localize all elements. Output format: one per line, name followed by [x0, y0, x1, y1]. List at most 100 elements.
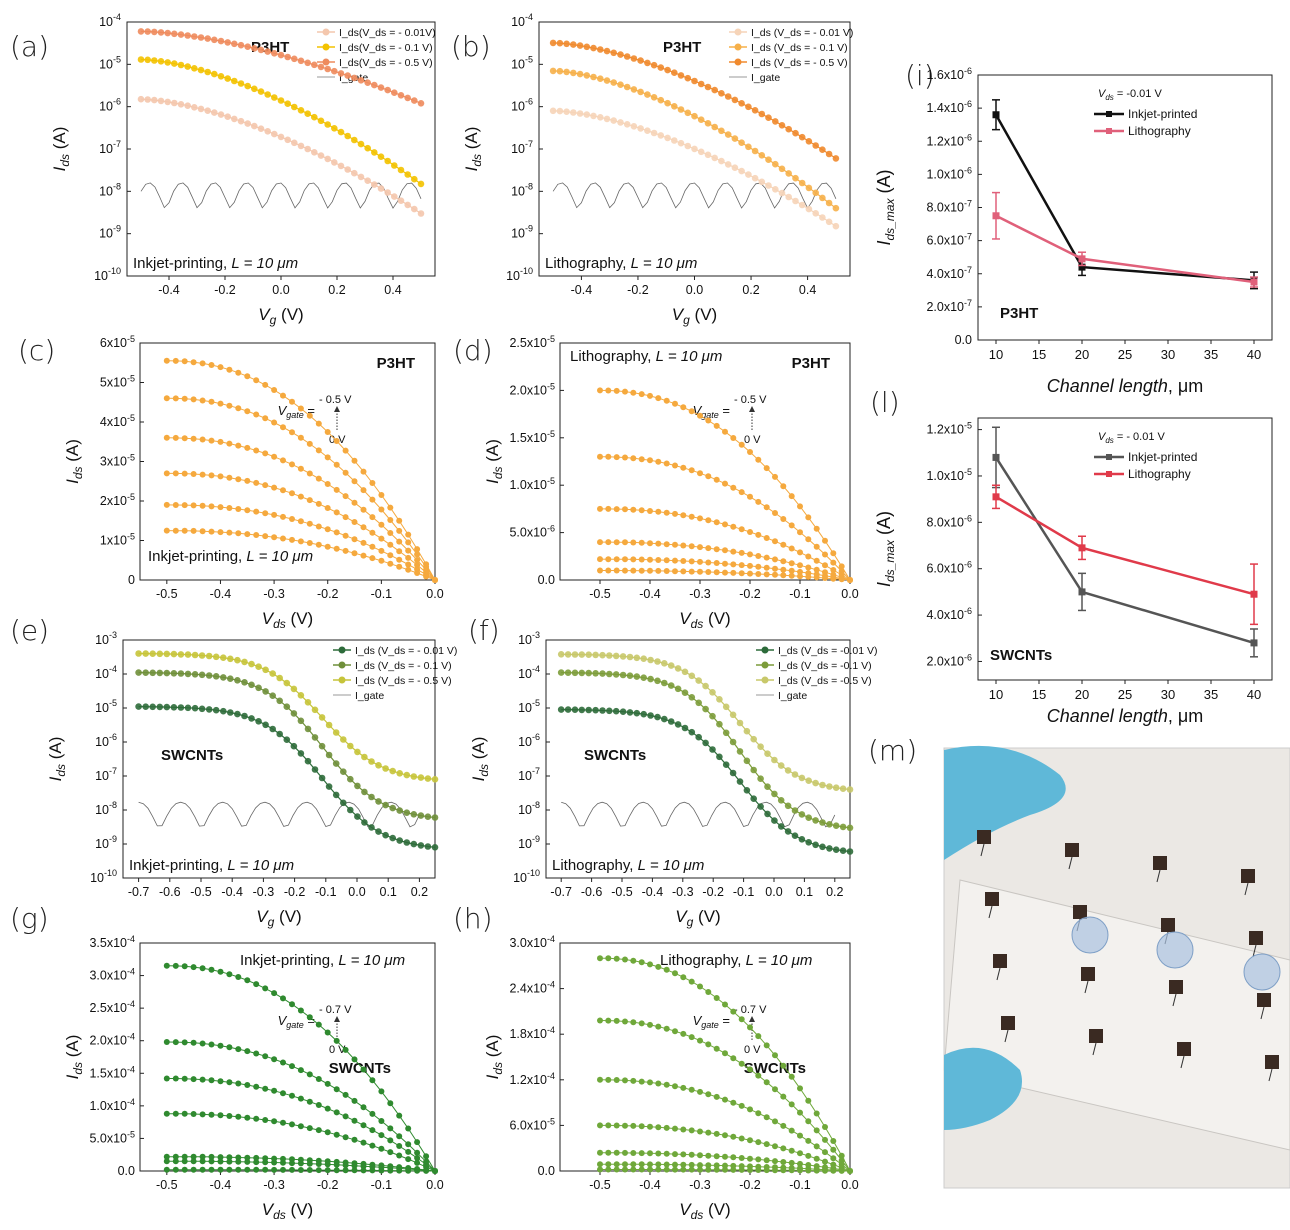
data-point — [672, 462, 678, 469]
data-point — [208, 1077, 215, 1084]
data-point — [324, 155, 332, 163]
data-point — [391, 89, 398, 96]
data-point — [822, 575, 828, 581]
x-tick-label: -0.3 — [263, 587, 285, 601]
data-point — [633, 654, 641, 662]
data-point — [697, 983, 703, 990]
data-point — [755, 456, 762, 463]
x-tick-label: -0.3 — [253, 885, 275, 899]
data-point — [805, 1118, 812, 1125]
data-point — [780, 566, 787, 573]
data-point — [813, 557, 820, 564]
data-point — [199, 360, 206, 367]
data-point — [417, 210, 425, 217]
data-point — [590, 73, 597, 81]
data-point — [199, 1153, 206, 1160]
y-axis-label: Ids (A) — [462, 127, 484, 172]
data-point — [149, 703, 156, 711]
data-point — [597, 505, 603, 512]
data-point — [805, 138, 813, 145]
material-label: SWCNTs — [161, 747, 223, 764]
legend-marker — [734, 43, 742, 51]
data-point — [253, 1050, 260, 1057]
data-point — [177, 61, 185, 69]
data-point — [291, 139, 298, 147]
gate-top-label: - 0.7 V — [319, 1004, 352, 1016]
data-point — [788, 1101, 795, 1108]
data-point — [306, 520, 313, 527]
data-point — [414, 1159, 421, 1166]
x-tick-label: -0.4 — [210, 587, 232, 601]
data-point — [211, 109, 218, 116]
data-point — [772, 186, 779, 193]
legend-marker — [1106, 128, 1112, 134]
data-point — [613, 1017, 620, 1024]
data-point — [244, 1158, 251, 1165]
legend-entry: Inkjet-printed — [1128, 107, 1197, 121]
data-point — [204, 68, 211, 76]
data-point — [297, 717, 305, 725]
data-point — [750, 735, 757, 743]
data-point — [396, 1167, 403, 1174]
data-point — [655, 567, 662, 574]
y-tick-label: 1.5x10-5 — [509, 429, 555, 445]
data-point — [396, 556, 403, 563]
data-point — [244, 477, 251, 484]
data-point — [280, 1166, 286, 1173]
data-point — [289, 536, 295, 543]
data-point — [663, 1150, 670, 1157]
panel-d: (d)0.05.0x10-61.0x10-51.5x10-52.0x10-52.… — [453, 334, 859, 631]
data-point — [623, 121, 631, 128]
data-point — [992, 493, 1000, 501]
data-point — [716, 753, 723, 761]
panel-label: (l) — [870, 386, 900, 419]
data-point — [688, 1034, 695, 1041]
data-point — [315, 447, 322, 454]
data-point — [780, 1062, 787, 1069]
data-point — [613, 1149, 620, 1156]
series-line — [138, 672, 436, 819]
data-point — [342, 547, 349, 554]
data-point — [729, 711, 737, 719]
data-point — [280, 995, 286, 1002]
data-point — [277, 97, 285, 104]
data-point — [743, 727, 751, 735]
x-tick-label: -0.7 — [128, 885, 150, 899]
data-point — [423, 573, 430, 580]
data-point — [369, 1167, 376, 1174]
data-point — [342, 469, 349, 476]
data-point — [181, 358, 188, 365]
data-point — [357, 77, 365, 84]
data-point — [590, 112, 597, 120]
data-point — [613, 955, 620, 962]
data-point — [172, 527, 179, 534]
y-tick-label: 1.0x10-6 — [926, 165, 972, 181]
data-point — [297, 57, 305, 65]
x-tick-label: 0.0 — [686, 283, 703, 297]
data-point — [253, 1159, 260, 1166]
data-point — [337, 128, 345, 136]
data-point — [647, 675, 654, 683]
data-point — [217, 1166, 224, 1173]
method-label: Lithography, L = 10 μm — [570, 348, 722, 365]
data-point — [644, 91, 651, 98]
data-point — [722, 1096, 728, 1103]
data-point — [605, 556, 612, 563]
data-point — [351, 136, 358, 144]
data-point — [630, 455, 637, 462]
data-point — [680, 1161, 687, 1168]
legend-marker — [338, 676, 346, 684]
x-tick-label: -0.4 — [571, 283, 593, 297]
x-tick-label: 0.2 — [411, 885, 428, 899]
data-point — [163, 650, 171, 658]
data-point — [797, 1160, 803, 1167]
data-point — [324, 65, 332, 73]
data-point — [191, 65, 198, 72]
data-point — [244, 444, 251, 451]
data-point — [333, 1109, 340, 1116]
data-point — [290, 742, 298, 750]
data-point — [144, 56, 151, 64]
data-point — [391, 162, 398, 169]
data-point — [805, 184, 813, 192]
data-point — [667, 718, 675, 725]
